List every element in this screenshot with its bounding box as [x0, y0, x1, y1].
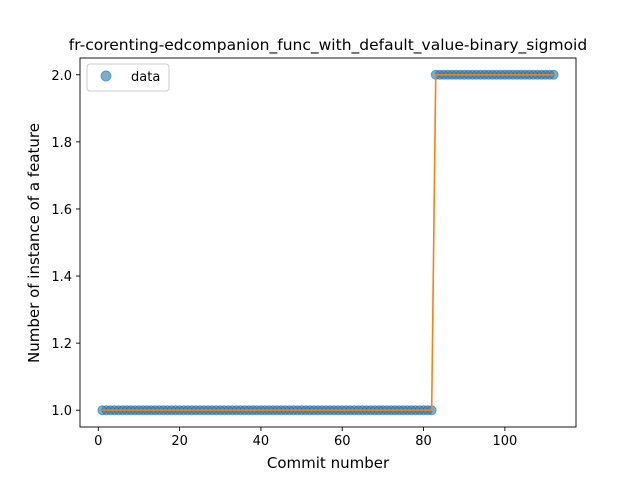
axes-frame: [79, 57, 577, 428]
y-tick-label: 1.2: [51, 337, 72, 352]
y-tick-label: 2.0: [51, 69, 72, 84]
axes: 0 20 40 60 80 100 1.0 1.2 1.4 1.6 1.8 2.0: [51, 57, 577, 449]
x-tick-label: 0: [94, 434, 102, 449]
x-tick-label: 80: [415, 434, 432, 449]
y-tick-label: 1.0: [51, 404, 72, 419]
y-axis-label: Number of instance of a feature: [25, 123, 43, 363]
plot-area: [97, 69, 559, 416]
legend: data: [86, 63, 170, 92]
chart-title: fr-corenting-edcompanion_func_with_defau…: [69, 36, 587, 55]
y-tick-label: 1.4: [51, 270, 72, 285]
x-tick-label: 20: [171, 434, 188, 449]
legend-marker: [100, 70, 112, 82]
y-tick-label: 1.6: [51, 203, 72, 218]
y-tick-label: 1.8: [51, 136, 72, 151]
x-tick-label: 100: [492, 434, 517, 449]
fit-line: [102, 73, 554, 412]
x-tick-label: 40: [253, 434, 270, 449]
legend-label-data: data: [131, 70, 160, 85]
x-axis-label: Commit number: [267, 454, 390, 472]
x-tick-label: 60: [334, 434, 351, 449]
